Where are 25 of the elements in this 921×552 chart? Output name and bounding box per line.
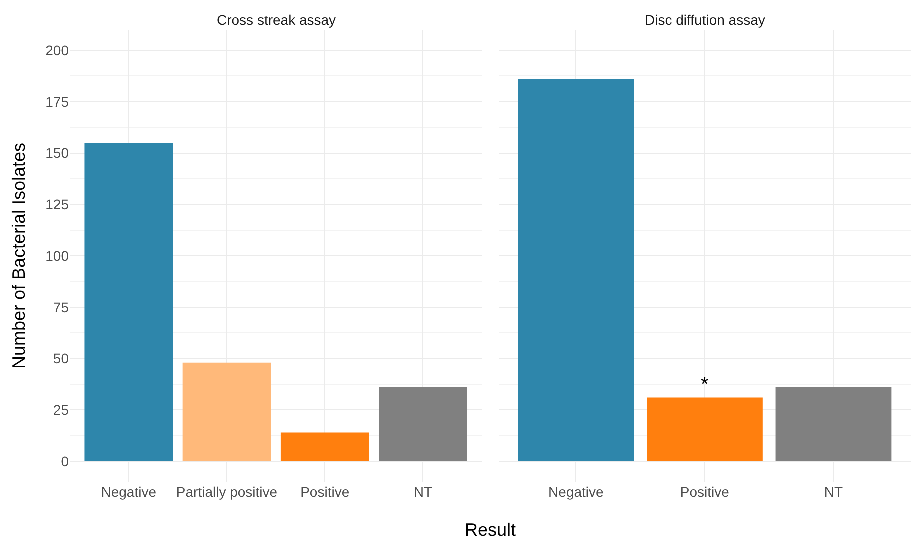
x-axis-title: Result [465,520,516,540]
y-tick-label: 175 [46,94,70,110]
bar [182,362,272,462]
y-tick-label: 0 [61,453,70,470]
y-tick-label: 125 [46,196,70,213]
chart-title: Cross streak assay [217,12,336,28]
x-tick-label: Positive [300,484,350,500]
y-tick-label: 75 [53,299,70,316]
annotation: * [701,374,709,396]
y-tick-label: 100 [46,248,70,264]
x-tick-label: NT [824,484,844,500]
bar [280,432,370,462]
x-tick-label: NT [414,484,433,500]
chart-title: Disc diffution assay [645,12,766,28]
bar [84,143,174,462]
y-tick-label: 200 [46,42,70,58]
y-axis-title: Number of Bacterial Isolates [8,142,29,370]
x-tick-label: Positive [680,484,730,500]
bar [379,387,468,462]
x-tick-label: Negative [548,484,604,500]
x-tick-label: Partially positive [176,484,278,500]
y-tick-label: 150 [46,145,70,162]
y-tick-label: 50 [53,350,70,367]
x-tick-label: Negative [101,484,157,500]
y-tick-label: 25 [53,402,70,418]
